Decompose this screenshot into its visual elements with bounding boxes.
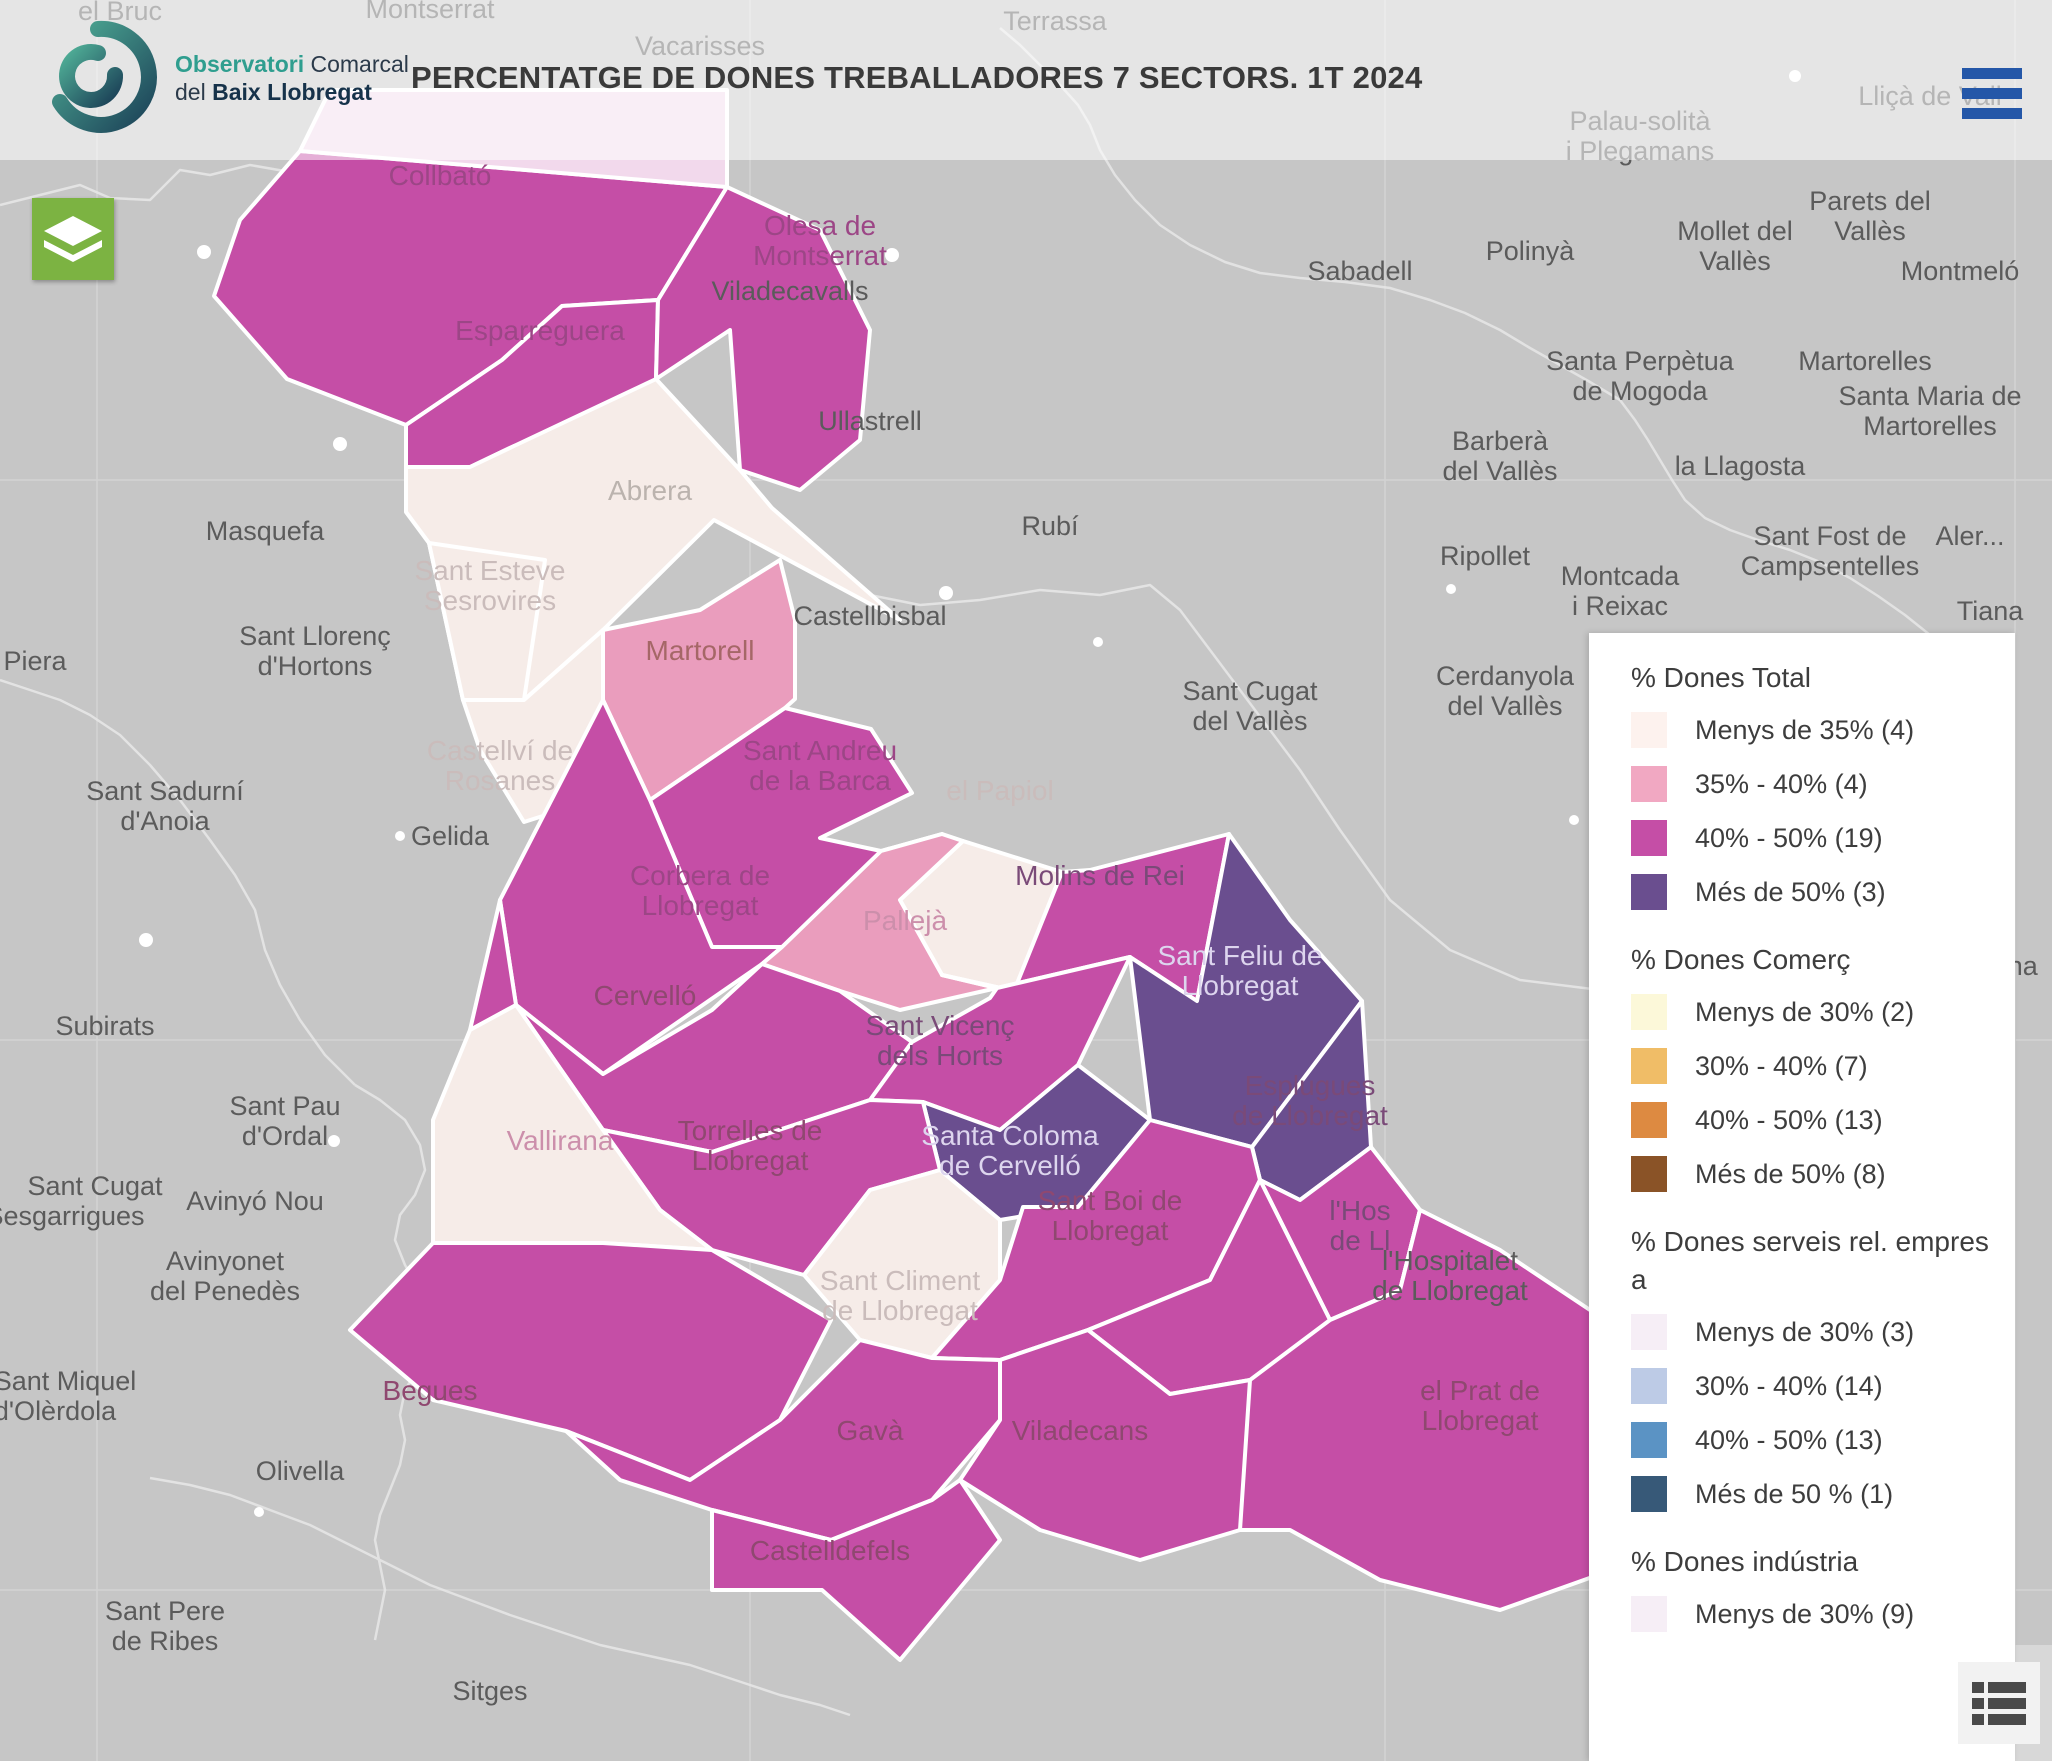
- svg-text:Llobregat: Llobregat: [642, 890, 759, 921]
- svg-text:Viladecavalls: Viladecavalls: [711, 276, 868, 306]
- svg-text:Sant Llorenç: Sant Llorenç: [239, 621, 391, 651]
- svg-text:Sant Climent: Sant Climent: [820, 1265, 981, 1296]
- svg-text:Rosanes: Rosanes: [445, 765, 556, 796]
- svg-text:Vallès: Vallès: [1699, 246, 1771, 276]
- svg-text:Castelldefels: Castelldefels: [750, 1535, 910, 1566]
- svg-text:Piera: Piera: [3, 646, 67, 676]
- svg-text:Montserrat: Montserrat: [753, 240, 887, 271]
- svg-text:Sant Vicenç: Sant Vicenç: [866, 1010, 1015, 1041]
- svg-text:Parets del: Parets del: [1809, 186, 1931, 216]
- svg-text:de Llobregat: de Llobregat: [1232, 1100, 1388, 1131]
- svg-text:Olivella: Olivella: [256, 1456, 346, 1486]
- svg-text:del Vallès: del Vallès: [1192, 706, 1307, 736]
- svg-text:Avinyonet: Avinyonet: [166, 1246, 285, 1276]
- svg-text:d'Ordal: d'Ordal: [242, 1121, 328, 1151]
- svg-text:Martorelles: Martorelles: [1798, 346, 1932, 376]
- svg-text:Santa Maria de: Santa Maria de: [1838, 381, 2021, 411]
- svg-text:Avinyó Nou: Avinyó Nou: [186, 1186, 324, 1216]
- svg-text:Martorell: Martorell: [646, 635, 755, 666]
- svg-text:del Penedès: del Penedès: [150, 1276, 300, 1306]
- svg-text:Sitges: Sitges: [452, 1676, 527, 1706]
- svg-text:Montcada: Montcada: [1561, 561, 1681, 591]
- svg-text:Vallès: Vallès: [1834, 216, 1906, 246]
- svg-text:Polinyà: Polinyà: [1486, 236, 1576, 266]
- svg-text:Rubí: Rubí: [1021, 511, 1079, 541]
- svg-text:Sesgarrigues: Sesgarrigues: [0, 1201, 145, 1231]
- svg-text:Vallirana: Vallirana: [507, 1125, 614, 1156]
- svg-text:Sant Cugat: Sant Cugat: [1182, 676, 1318, 706]
- svg-text:Aler...: Aler...: [1935, 521, 2004, 551]
- svg-text:Santa Perpètua: Santa Perpètua: [1546, 346, 1735, 376]
- svg-text:i Reixac: i Reixac: [1572, 591, 1668, 621]
- svg-text:Sabadell: Sabadell: [1307, 256, 1412, 286]
- svg-text:Sant Sadurní: Sant Sadurní: [86, 776, 244, 806]
- svg-text:Abrera: Abrera: [608, 475, 692, 506]
- svg-text:Llobregat: Llobregat: [1422, 1405, 1539, 1436]
- svg-text:Olesa de: Olesa de: [764, 210, 876, 241]
- svg-text:Gelida: Gelida: [411, 821, 490, 851]
- svg-text:Montmeló: Montmeló: [1901, 256, 2020, 286]
- svg-text:Esplugues: Esplugues: [1245, 1070, 1376, 1101]
- svg-text:Llobregat: Llobregat: [1052, 1215, 1169, 1246]
- svg-text:dels Horts: dels Horts: [877, 1040, 1003, 1071]
- svg-text:Molins de Rei: Molins de Rei: [1015, 860, 1185, 891]
- svg-text:Sant Feliu de: Sant Feliu de: [1158, 940, 1323, 971]
- svg-text:Viladecans: Viladecans: [1012, 1415, 1148, 1446]
- svg-text:Mollet del: Mollet del: [1677, 216, 1793, 246]
- svg-text:del Vallès: del Vallès: [1442, 456, 1557, 486]
- svg-text:el Prat de: el Prat de: [1420, 1375, 1540, 1406]
- svg-text:l'Hos: l'Hos: [1329, 1195, 1390, 1226]
- svg-text:Sant Pau: Sant Pau: [229, 1091, 340, 1121]
- svg-text:de Ribes: de Ribes: [112, 1626, 219, 1656]
- svg-text:Llobregat: Llobregat: [1182, 970, 1299, 1001]
- svg-text:d'Anoia: d'Anoia: [120, 806, 210, 836]
- svg-text:Pallejà: Pallejà: [863, 905, 947, 936]
- svg-text:Sant Boi de: Sant Boi de: [1038, 1185, 1183, 1216]
- svg-text:Torrelles de: Torrelles de: [678, 1115, 823, 1146]
- svg-text:Gavà: Gavà: [837, 1415, 904, 1446]
- svg-text:Cervelló: Cervelló: [594, 980, 697, 1011]
- svg-text:Begues: Begues: [383, 1375, 478, 1406]
- svg-text:de Llobregat: de Llobregat: [1372, 1275, 1528, 1306]
- svg-text:Sant Miquel: Sant Miquel: [0, 1366, 136, 1396]
- svg-text:de Cervelló: de Cervelló: [939, 1150, 1081, 1181]
- svg-text:Castellví de: Castellví de: [427, 735, 573, 766]
- svg-text:de Llobregat: de Llobregat: [822, 1295, 978, 1326]
- svg-text:Sant Pere: Sant Pere: [105, 1596, 225, 1626]
- svg-text:Masquefa: Masquefa: [206, 516, 326, 546]
- svg-text:Esparreguera: Esparreguera: [455, 315, 625, 346]
- svg-text:Collbató: Collbató: [389, 160, 492, 191]
- svg-text:Sesrovires: Sesrovires: [424, 585, 556, 616]
- svg-text:Martorelles: Martorelles: [1863, 411, 1997, 441]
- svg-text:Castellbisbal: Castellbisbal: [793, 601, 946, 631]
- svg-text:el Papiol: el Papiol: [946, 775, 1053, 806]
- svg-text:Sant Esteve: Sant Esteve: [415, 555, 566, 586]
- svg-text:del Vallès: del Vallès: [1447, 691, 1562, 721]
- svg-text:l'Hospitalet: l'Hospitalet: [1382, 1245, 1518, 1276]
- svg-text:Llobregat: Llobregat: [692, 1145, 809, 1176]
- svg-text:Barberà: Barberà: [1452, 426, 1549, 456]
- svg-text:Campsentelles: Campsentelles: [1741, 551, 1920, 581]
- svg-text:d'Hortons: d'Hortons: [258, 651, 373, 681]
- svg-text:d'Olèrdola: d'Olèrdola: [0, 1396, 117, 1426]
- svg-text:Tiana: Tiana: [1957, 596, 2025, 626]
- svg-text:de la Barca: de la Barca: [749, 765, 891, 796]
- svg-text:de Mogoda: de Mogoda: [1572, 376, 1708, 406]
- svg-text:Subirats: Subirats: [55, 1011, 154, 1041]
- svg-text:Santa Coloma: Santa Coloma: [921, 1120, 1099, 1151]
- svg-text:Ripollet: Ripollet: [1440, 541, 1531, 571]
- svg-text:Sant Cugat: Sant Cugat: [27, 1171, 163, 1201]
- svg-text:Corbera de: Corbera de: [630, 860, 770, 891]
- svg-text:Cerdanyola: Cerdanyola: [1436, 661, 1575, 691]
- svg-text:Ullastrell: Ullastrell: [818, 406, 922, 436]
- svg-text:Sant Andreu: Sant Andreu: [743, 735, 897, 766]
- svg-text:Sant Fost de: Sant Fost de: [1753, 521, 1906, 551]
- svg-text:la Llagosta: la Llagosta: [1675, 451, 1807, 481]
